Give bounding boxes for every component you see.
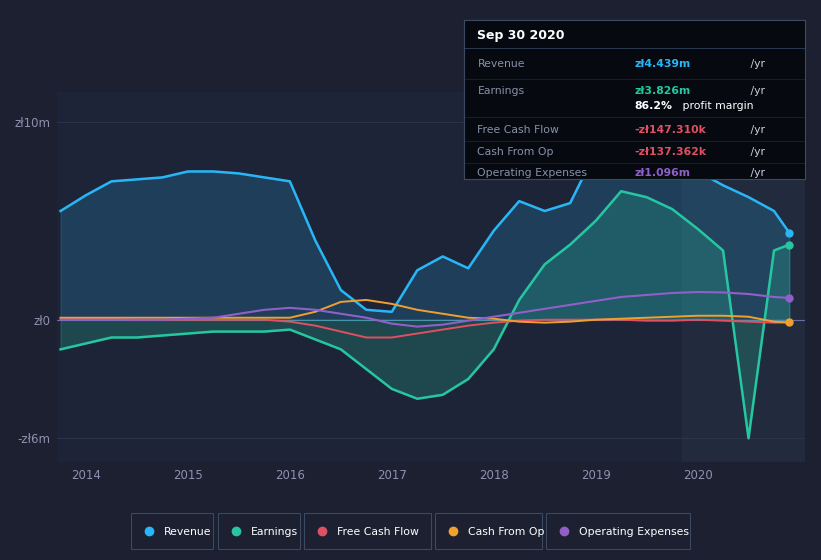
Text: /yr: /yr: [746, 59, 764, 69]
Text: zł4.439m: zł4.439m: [635, 59, 690, 69]
Text: Sep 30 2020: Sep 30 2020: [478, 29, 565, 42]
Text: -zł137.362k: -zł137.362k: [635, 147, 706, 157]
Text: profit margin: profit margin: [678, 101, 753, 111]
Text: /yr: /yr: [746, 168, 764, 178]
Text: Operating Expenses: Operating Expenses: [579, 526, 689, 536]
Text: /yr: /yr: [746, 125, 764, 135]
FancyBboxPatch shape: [218, 512, 300, 549]
Text: zł3.826m: zł3.826m: [635, 86, 690, 96]
FancyBboxPatch shape: [131, 512, 213, 549]
Text: /yr: /yr: [746, 147, 764, 157]
FancyBboxPatch shape: [304, 512, 431, 549]
Text: /yr: /yr: [746, 86, 764, 96]
Text: Earnings: Earnings: [478, 86, 525, 96]
FancyBboxPatch shape: [546, 512, 690, 549]
Text: zł1.096m: zł1.096m: [635, 168, 690, 178]
Bar: [682, 92, 821, 462]
Text: Revenue: Revenue: [164, 526, 212, 536]
Text: Revenue: Revenue: [478, 59, 525, 69]
FancyBboxPatch shape: [435, 512, 542, 549]
Text: -zł147.310k: -zł147.310k: [635, 125, 706, 135]
Text: Free Cash Flow: Free Cash Flow: [337, 526, 419, 536]
Text: 86.2%: 86.2%: [635, 101, 672, 111]
Text: Free Cash Flow: Free Cash Flow: [478, 125, 559, 135]
Text: Earnings: Earnings: [250, 526, 297, 536]
Text: Cash From Op: Cash From Op: [468, 526, 544, 536]
Text: Operating Expenses: Operating Expenses: [478, 168, 588, 178]
Text: Cash From Op: Cash From Op: [478, 147, 554, 157]
